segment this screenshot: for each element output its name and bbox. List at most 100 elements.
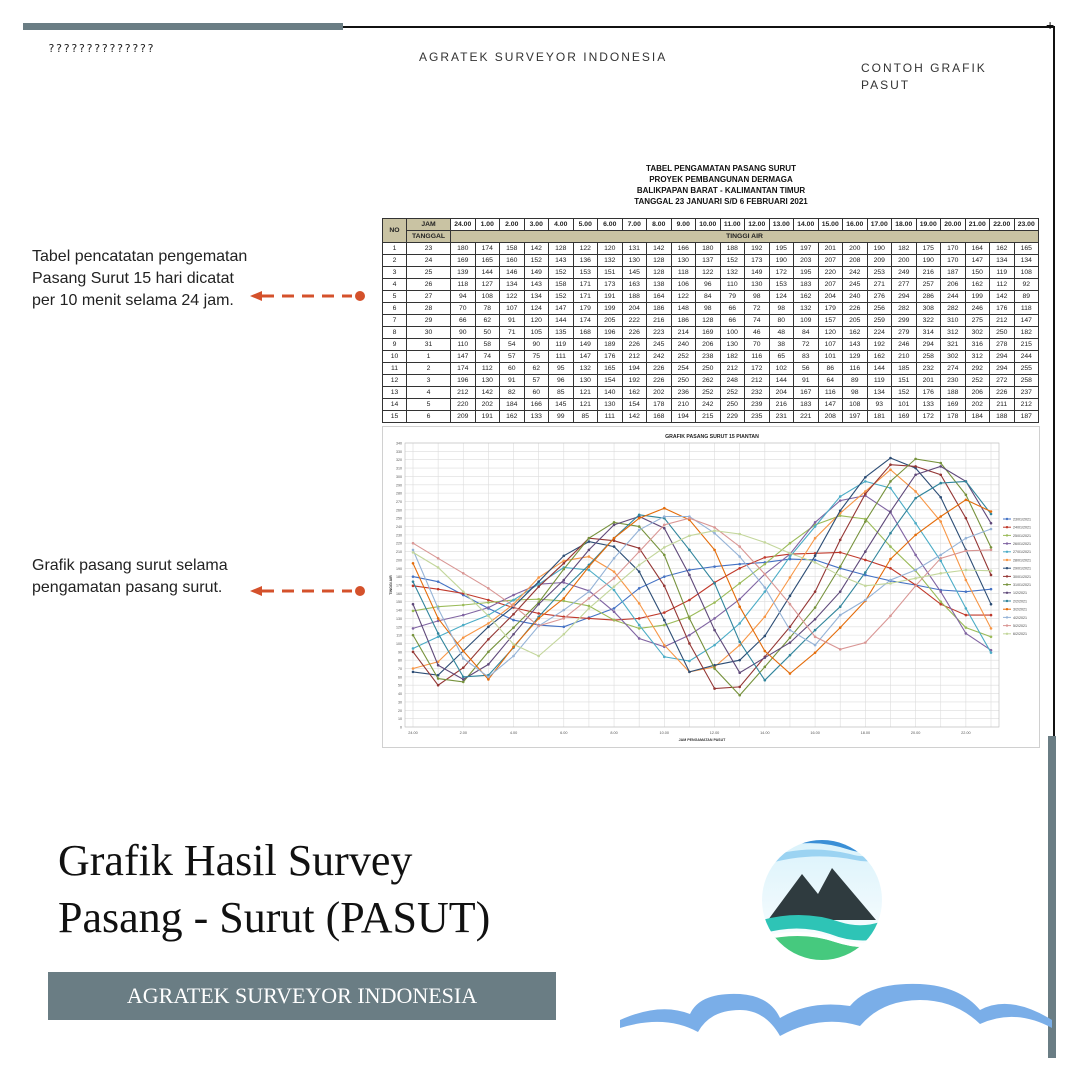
data-point: [713, 601, 716, 604]
table-cell: 202: [474, 398, 500, 411]
table-cell: 221: [793, 410, 819, 423]
data-point: [562, 581, 566, 584]
y-tick-label: 0: [400, 726, 402, 730]
data-point: [637, 513, 641, 517]
table-cell: 119: [548, 338, 574, 351]
data-point: [411, 633, 415, 637]
data-point: [889, 463, 892, 467]
table-cell: 111: [548, 350, 574, 363]
column-header-hour: 11.00: [719, 218, 745, 231]
data-point: [964, 626, 968, 629]
table-cell: 224: [866, 326, 892, 339]
table-row: 11 2 174 112 60 62 95 132 165 194 226 254 250 212 172 1…: [382, 362, 1039, 375]
data-point: [436, 617, 440, 620]
table-cell: 130: [597, 398, 623, 411]
table-cell: 196: [450, 374, 476, 387]
data-point: [637, 637, 641, 640]
table-cell: 245: [842, 278, 868, 291]
top-border-line: [343, 26, 1055, 28]
table-cell: 48: [768, 326, 794, 339]
data-point: [763, 665, 767, 669]
table-cell: 216: [768, 398, 794, 411]
table-cell: 272: [989, 374, 1015, 387]
row-number: 12: [382, 374, 407, 387]
row-date: 27: [406, 290, 451, 303]
table-cell: 206: [940, 278, 966, 291]
data-point: [637, 570, 641, 573]
table-cell: 120: [597, 242, 623, 255]
x-tick-label: 24.00: [408, 731, 418, 735]
table-cell: 118: [1013, 302, 1039, 315]
table-cell: 122: [572, 242, 598, 255]
table-cell: 182: [891, 242, 917, 255]
row-date: 4: [406, 386, 451, 399]
table-cell: 64: [817, 374, 843, 387]
data-point: [939, 553, 943, 557]
table-cell: 83: [793, 350, 819, 363]
data-point: [813, 536, 817, 540]
row-date: 30: [406, 326, 451, 339]
data-point: [763, 615, 767, 619]
table-cell: 239: [744, 398, 770, 411]
table-cell: 194: [670, 410, 696, 423]
legend-label: 2/2/2021: [1013, 599, 1027, 603]
table-row: 6 28 70 78 107 124 147 179 199 204 186 148 98 66 72 98 1…: [382, 302, 1039, 315]
data-point: [512, 618, 515, 622]
data-point: [864, 598, 867, 602]
table-cell: 98: [768, 302, 794, 315]
data-point: [763, 656, 767, 659]
table-cell: 182: [1013, 326, 1039, 339]
right-border-line: [1053, 26, 1055, 746]
table-cell: 56: [793, 362, 819, 375]
data-point: [411, 561, 415, 565]
data-point: [436, 663, 440, 667]
data-point: [914, 568, 917, 572]
table-cell: 179: [817, 302, 843, 315]
table-cell: 84: [695, 290, 721, 303]
table-cell: 140: [597, 386, 623, 399]
y-tick-label: 30: [398, 700, 402, 704]
data-point: [964, 498, 968, 502]
legend-label: 28/01/2021: [1013, 558, 1031, 562]
data-point: [411, 667, 415, 670]
data-point: [587, 607, 591, 610]
table-cell: 244: [1013, 350, 1039, 363]
row-number: 4: [382, 278, 407, 291]
table-cell: 184: [499, 398, 525, 411]
table-cell: 172: [744, 362, 770, 375]
data-point: [436, 556, 440, 560]
table-cell: 188: [621, 290, 647, 303]
data-point: [763, 541, 767, 544]
legend-marker: [1005, 575, 1009, 578]
data-point: [461, 666, 465, 669]
data-point: [939, 572, 943, 575]
table-cell: 212: [1013, 398, 1039, 411]
table-cell: 185: [891, 362, 917, 375]
data-point: [713, 628, 716, 632]
data-point: [889, 582, 892, 585]
table-cell: 153: [572, 266, 598, 279]
row-number: 13: [382, 386, 407, 399]
table-cell: 152: [523, 254, 549, 267]
data-point: [562, 597, 566, 600]
data-point: [713, 548, 716, 552]
y-tick-label: 20: [398, 709, 402, 713]
table-row: 3 25 139 144 146 149 152 153 151 145 128 118 122 132 1…: [382, 266, 1039, 279]
data-point: [788, 594, 792, 598]
table-cell: 62: [474, 314, 500, 327]
table-cell: 162: [964, 278, 990, 291]
table-cell: 204: [768, 386, 794, 399]
table-cell: 169: [450, 254, 476, 267]
data-point: [537, 585, 540, 588]
table-cell: 147: [817, 398, 843, 411]
y-axis-label: TINGGI AIR: [389, 575, 393, 595]
table-cell: 165: [1013, 242, 1039, 255]
table-cell: 146: [499, 266, 525, 279]
data-point: [838, 499, 842, 502]
table-title-line4: TANGGAL 23 JANUARI S/D 6 FEBRUARI 2021: [634, 197, 808, 206]
table-cell: 212: [450, 386, 476, 399]
table-cell: 66: [719, 314, 745, 327]
table-row: 12 3 196 130 91 57 96 130 154 192 226 250 262 248 212 1…: [382, 374, 1039, 387]
data-point: [889, 614, 892, 618]
data-point: [939, 481, 943, 485]
